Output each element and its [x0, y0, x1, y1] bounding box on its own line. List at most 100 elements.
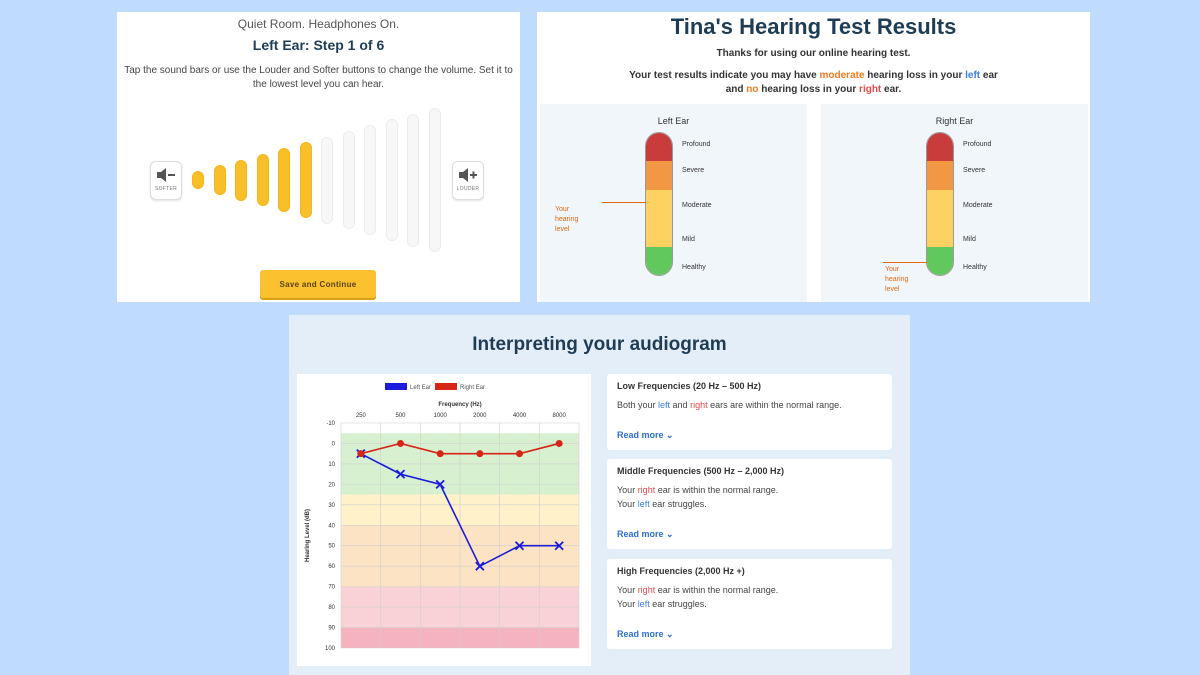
volume-bar[interactable] [192, 171, 204, 189]
info-line: Both your left and right ears are within… [617, 400, 842, 410]
louder-button[interactable]: LOUDER [452, 161, 484, 200]
left-ear-card: Left Ear Profound Severe Moderate Mild H… [540, 104, 807, 302]
series-line [360, 452, 560, 568]
gauge-healthy [646, 246, 672, 275]
data-point [514, 541, 525, 551]
legend-label: Right Ear [460, 385, 485, 391]
right-hearing-gauge [926, 132, 954, 276]
left-severity: moderate [819, 70, 865, 81]
scale-label-severe: Severe [963, 167, 986, 174]
x-tick-label: 8000 [552, 413, 566, 419]
gauge-mild [646, 218, 672, 247]
scale-label-profound: Profound [963, 141, 992, 148]
step-title: Left Ear: Step 1 of 6 [252, 37, 385, 53]
info-card-low: Low Frequencies (20 Hz – 500 Hz) Both yo… [607, 374, 892, 450]
data-point [554, 541, 564, 551]
right-pointer-label: Your hearing level [885, 266, 909, 293]
thanks-message: Thanks for using our online hearing test… [716, 48, 911, 59]
data-point [395, 469, 406, 479]
scale-label-healthy: Healthy [682, 264, 706, 271]
volume-bar[interactable] [321, 136, 333, 224]
instructions: Tap the sound bars or use the Louder and… [124, 65, 513, 90]
left-word: left [965, 70, 981, 81]
info-line: Your left ear struggles. [617, 599, 707, 609]
y-tick-label: 40 [328, 523, 335, 529]
volume-bar[interactable] [213, 165, 226, 195]
y-tick-label: 90 [328, 626, 335, 632]
legend-swatch [385, 383, 407, 390]
volume-bar[interactable] [342, 130, 355, 230]
data-point [475, 561, 485, 571]
left-pointer-label: Your hearing level [555, 206, 579, 233]
gauge-profound [927, 133, 953, 162]
legend-swatch [435, 383, 457, 390]
scale-label-severe: Severe [682, 167, 705, 174]
save-and-continue-button[interactable]: Save and Continue [260, 270, 376, 298]
right-severity: no [746, 84, 759, 95]
environment-hint: Quiet Room. Headphones On. [237, 17, 400, 31]
gauge-profound [646, 133, 672, 162]
audiogram-chart-card: -10 0 10 20 30 40 50 60 70 80 90 100 250 500 1000 2000 4… [297, 374, 591, 666]
volume-bar[interactable] [299, 142, 312, 218]
summary-line-1: Your test results indicate you may have … [629, 70, 998, 81]
gauge-severe [646, 161, 672, 190]
gauge-severe [927, 161, 953, 190]
y-tick-label: -10 [326, 421, 335, 427]
read-more-link[interactable]: Read more ⌄ [617, 430, 674, 440]
audiogram-chart: -10 0 10 20 30 40 50 60 70 80 90 100 250 500 1000 2000 4… [305, 383, 580, 652]
results-title: Tina's Hearing Test Results [670, 14, 957, 39]
chevron-down-icon: ⌄ [666, 629, 674, 639]
scale-label-moderate: Moderate [682, 202, 712, 209]
x-tick-label: 4000 [513, 413, 527, 419]
y-tick-label: 10 [328, 462, 335, 468]
speaker-plus-icon [459, 168, 477, 182]
y-tick-label: 70 [328, 585, 335, 591]
volume-bar[interactable] [256, 153, 269, 207]
softer-button[interactable]: SOFTER [150, 161, 182, 200]
data-point [476, 450, 484, 458]
x-axis-label: Frequency (Hz) [438, 402, 481, 408]
audiogram-title: Interpreting your audiogram [472, 334, 727, 355]
info-line: Your left ear struggles. [617, 499, 707, 509]
volume-bar[interactable] [364, 125, 376, 235]
legend-label: Left Ear [410, 385, 431, 391]
read-more-link[interactable]: Read more ⌄ [617, 629, 674, 639]
results-summary: Your test results indicate you may have … [537, 69, 1090, 97]
info-heading: High Frequencies (2,000 Hz +) [617, 566, 745, 576]
info-heading: Low Frequencies (20 Hz – 500 Hz) [617, 381, 762, 391]
volume-bar[interactable] [407, 113, 419, 247]
audiogram-panel: Interpreting your audiogram -10 0 10 20 30 40… [289, 315, 910, 675]
info-card-middle: Middle Frequencies (500 Hz – 2,000 Hz) Y… [607, 459, 892, 549]
data-point [357, 450, 365, 458]
x-tick-label: 250 [356, 413, 367, 419]
x-tick-label: 2000 [473, 413, 487, 419]
volume-bar[interactable] [278, 148, 290, 212]
left-level-pointer [602, 202, 646, 203]
volume-bar[interactable] [385, 119, 398, 241]
data-point [435, 479, 445, 490]
data-point [555, 439, 563, 447]
volume-bar[interactable] [428, 107, 441, 253]
y-tick-label: 60 [328, 564, 335, 570]
y-tick-label: 100 [325, 646, 336, 652]
summary-line-2: and no hearing loss in your right ear. [725, 84, 902, 95]
x-tick-label: 500 [395, 413, 406, 419]
info-card-high: High Frequencies (2,000 Hz +) Your right… [607, 559, 892, 649]
softer-label: SOFTER [154, 186, 178, 192]
read-more-link[interactable]: Read more ⌄ [617, 529, 674, 539]
volume-bar[interactable] [235, 159, 247, 201]
x-tick-label: 1000 [433, 413, 447, 419]
series-line [360, 442, 560, 455]
volume-step-panel: Quiet Room. Headphones On. Left Ear: Ste… [117, 12, 520, 302]
y-tick-label: 50 [328, 544, 335, 550]
louder-label: LOUDER [456, 186, 480, 192]
y-tick-label: 0 [332, 441, 336, 447]
gauge-mild [927, 218, 953, 247]
chevron-down-icon: ⌄ [666, 430, 674, 440]
y-tick-label: 30 [328, 503, 335, 509]
gauge-moderate [927, 189, 953, 219]
scale-label-mild: Mild [682, 236, 695, 243]
right-word: right [859, 84, 882, 95]
data-point [436, 450, 444, 458]
scale-label-healthy: Healthy [963, 264, 987, 271]
